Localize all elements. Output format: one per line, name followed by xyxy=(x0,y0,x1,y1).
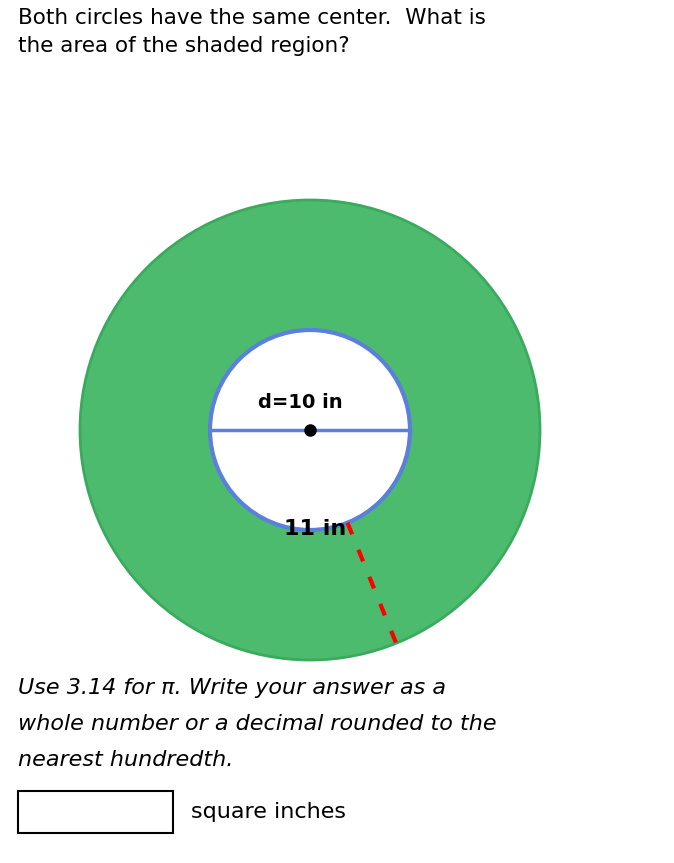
FancyBboxPatch shape xyxy=(18,791,173,833)
Text: square inches: square inches xyxy=(191,802,346,822)
Text: the area of the shaded region?: the area of the shaded region? xyxy=(18,36,350,56)
Circle shape xyxy=(80,200,540,660)
Text: d=10 in: d=10 in xyxy=(257,393,342,412)
Text: 11 in: 11 in xyxy=(284,519,346,539)
Text: whole number or a decimal rounded to the: whole number or a decimal rounded to the xyxy=(18,714,497,734)
Text: Use 3.14 for π. Write your answer as a: Use 3.14 for π. Write your answer as a xyxy=(18,678,446,698)
Circle shape xyxy=(210,330,410,530)
Text: nearest hundredth.: nearest hundredth. xyxy=(18,750,233,770)
Text: Both circles have the same center.  What is: Both circles have the same center. What … xyxy=(18,8,486,28)
